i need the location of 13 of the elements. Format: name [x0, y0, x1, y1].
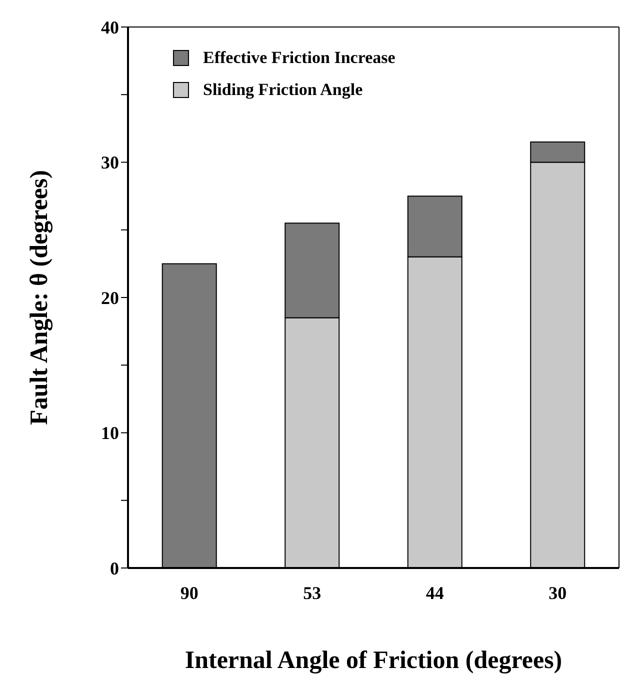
legend-label: Sliding Friction Angle — [203, 80, 363, 100]
y-tick-label: 20 — [101, 288, 119, 308]
y-tick-label: 30 — [101, 152, 119, 173]
x-tick-label: 90 — [180, 582, 198, 603]
x-tick-label: 30 — [548, 582, 567, 603]
y-tick-label: 40 — [101, 17, 119, 38]
y-tick-label: 0 — [110, 558, 119, 578]
y-axis-title: Fault Angle: θ (degrees) — [26, 170, 53, 425]
legend-label: Effective Friction Increase — [203, 48, 396, 68]
x-axis-title: Internal Angle of Friction (degrees) — [184, 647, 562, 674]
y-tick-label: 10 — [101, 423, 119, 444]
x-tick-label: 53 — [303, 582, 322, 603]
x-tick-label: 44 — [426, 582, 444, 603]
